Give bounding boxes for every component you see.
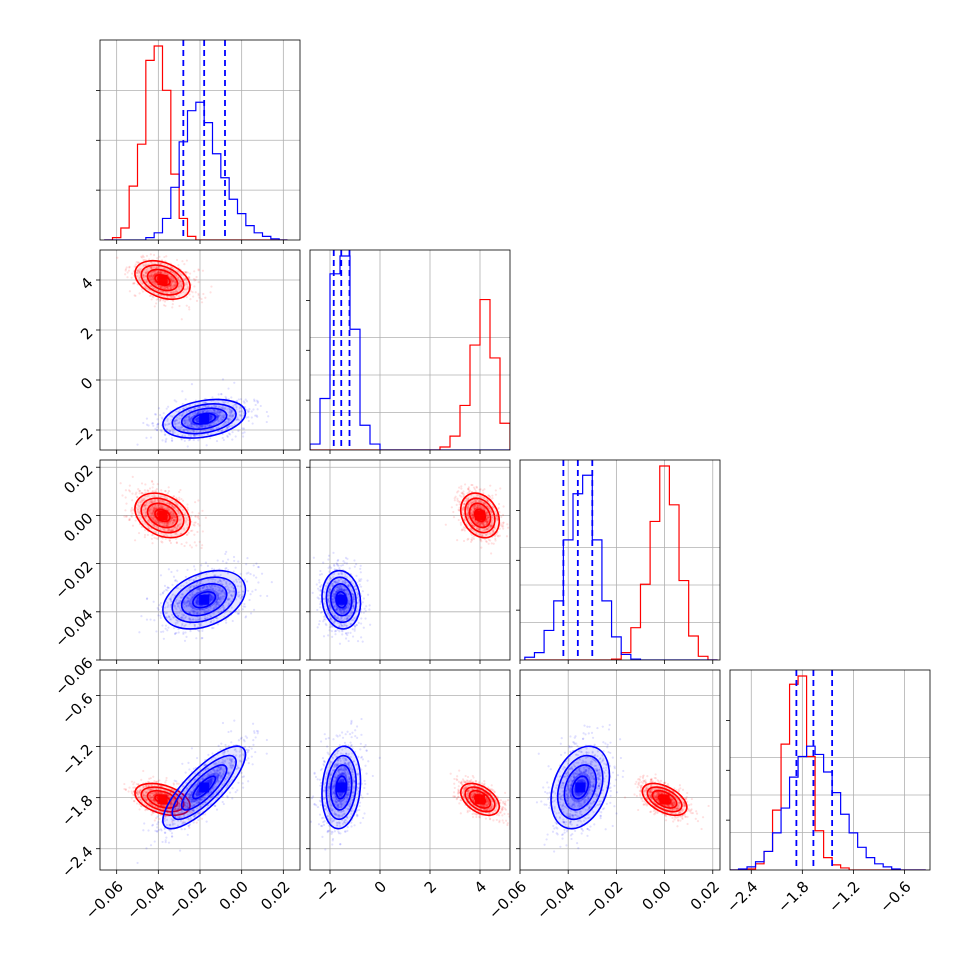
red-density: [459, 782, 501, 817]
red-contour: [140, 786, 185, 813]
red-peak: [157, 510, 168, 521]
red-peak: [157, 794, 168, 805]
blue-density: [321, 569, 362, 630]
panel-0-0: [96, 39, 301, 244]
blue-contour: [162, 398, 247, 439]
blue-density: [321, 745, 362, 830]
red-contour: [473, 508, 487, 523]
red-contour: [459, 782, 501, 817]
red-contour: [646, 786, 683, 813]
red-histogram: [310, 298, 510, 450]
blue-density: [162, 398, 247, 439]
blue-contour: [329, 764, 353, 811]
blue-contour: [325, 576, 357, 624]
red-contour: [459, 492, 501, 539]
red-contour: [146, 502, 179, 529]
blue-peak: [199, 413, 210, 424]
panel-1-1: [306, 249, 511, 454]
blue-contour: [180, 583, 228, 617]
blue-contour: [329, 583, 353, 617]
red-contour: [651, 789, 678, 809]
blue-histogram: [524, 474, 718, 660]
blue-contour: [556, 754, 604, 821]
blue-peak: [575, 782, 586, 793]
blue-contour: [321, 569, 362, 630]
panel-frame: [519, 669, 721, 871]
blue-contour: [192, 775, 217, 800]
red-contour: [134, 492, 191, 539]
red-contour: [134, 782, 191, 817]
red-contour: [468, 502, 492, 529]
blue-contour: [335, 775, 348, 800]
blue-contour: [180, 764, 228, 811]
red-density: [459, 492, 501, 539]
panel-frame: [309, 459, 511, 661]
blue-density: [550, 745, 611, 830]
red-density: [134, 492, 191, 539]
blue-histogram: [730, 745, 926, 870]
blue-density: [162, 745, 247, 830]
red-histogram: [524, 465, 718, 660]
blue-peak: [336, 782, 347, 793]
blue-contour: [563, 764, 597, 811]
panel-2-0: [96, 459, 301, 664]
blue-contour: [180, 407, 228, 431]
blue-density: [162, 569, 247, 630]
blue-histogram: [310, 255, 510, 450]
red-contour: [473, 794, 487, 805]
red-peak: [475, 510, 485, 521]
panel-3-0: [96, 669, 301, 874]
blue-contour: [162, 745, 247, 830]
blue-contour: [321, 745, 362, 830]
panel-2-2: [516, 459, 721, 664]
red-contour: [140, 264, 185, 296]
red-contour: [146, 789, 179, 809]
red-histogram: [104, 45, 288, 240]
blue-peak: [199, 782, 210, 793]
red-contour: [468, 789, 492, 809]
red-contour: [154, 508, 171, 523]
blue-contour: [335, 591, 348, 609]
blue-contour: [325, 754, 357, 821]
panel-3-1: [306, 669, 511, 874]
blue-peak: [336, 594, 347, 605]
panel-3-2: [516, 669, 721, 874]
panel-1-0: [96, 249, 301, 454]
red-peak: [659, 794, 670, 805]
red-contour: [140, 497, 185, 534]
red-contour: [154, 273, 171, 287]
panel-2-1: [306, 459, 511, 664]
panel-frame: [309, 669, 511, 871]
blue-peak: [199, 594, 210, 605]
panel-3-3: [726, 669, 931, 874]
blue-contour: [162, 569, 247, 630]
red-contour: [657, 794, 672, 805]
red-contour: [146, 268, 179, 292]
red-density: [134, 259, 191, 301]
red-peak: [157, 275, 168, 285]
blue-contour: [171, 403, 237, 435]
red-histogram: [730, 675, 926, 870]
red-contour: [134, 259, 191, 301]
blue-contour: [171, 754, 237, 821]
red-contour: [641, 782, 688, 817]
blue-contour: [192, 591, 217, 609]
blue-contour: [550, 745, 611, 830]
red-density: [641, 782, 688, 817]
red-peak: [475, 794, 485, 805]
red-contour: [464, 786, 496, 813]
panels: [96, 39, 931, 874]
blue-contour: [171, 576, 237, 624]
blue-contour: [571, 775, 589, 800]
blue-contour: [192, 412, 217, 425]
red-contour: [464, 497, 496, 534]
